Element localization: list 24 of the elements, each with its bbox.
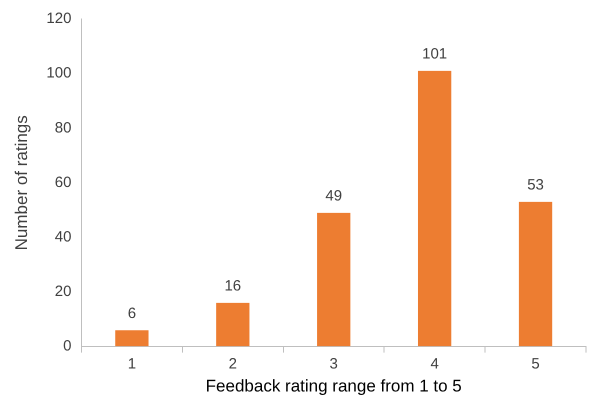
y-tick-label: 80 <box>54 119 72 136</box>
data-label: 16 <box>224 278 242 295</box>
y-tick-label: 120 <box>46 10 72 28</box>
y-axis-title: Number of ratings <box>12 115 31 250</box>
data-label: 6 <box>128 304 136 322</box>
bar <box>317 212 350 346</box>
y-tick-label: 100 <box>46 64 72 82</box>
data-label: 101 <box>422 46 448 63</box>
x-tick-label: 1 <box>128 356 136 373</box>
bar <box>518 202 552 346</box>
x-tick-label: 2 <box>228 356 237 373</box>
data-label: 53 <box>527 176 544 194</box>
bar <box>216 302 250 346</box>
x-tick-label: 5 <box>531 356 540 373</box>
y-tick-label: 60 <box>54 174 72 191</box>
y-tick-label: 0 <box>63 338 72 355</box>
x-tick-label: 3 <box>330 356 338 373</box>
bar <box>115 330 149 346</box>
y-tick-label: 20 <box>54 283 72 300</box>
x-tick-label: 4 <box>430 356 439 373</box>
x-axis-title: Feedback rating range from 1 to 5 <box>206 376 462 396</box>
bar <box>418 70 452 346</box>
data-label: 49 <box>325 187 342 204</box>
y-tick-label: 40 <box>54 228 72 246</box>
